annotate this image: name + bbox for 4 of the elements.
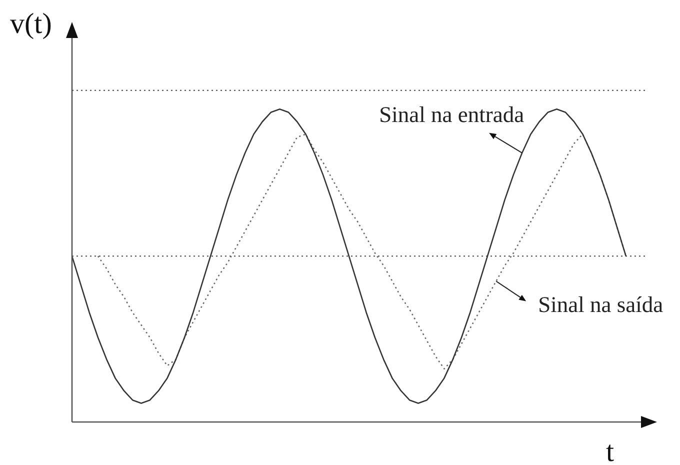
series-label: Sinal na entrada <box>379 102 524 127</box>
x-axis-title: t <box>606 436 614 465</box>
series-label: Sinal na saída <box>538 292 664 318</box>
y-axis-title: v(t) <box>10 8 52 40</box>
